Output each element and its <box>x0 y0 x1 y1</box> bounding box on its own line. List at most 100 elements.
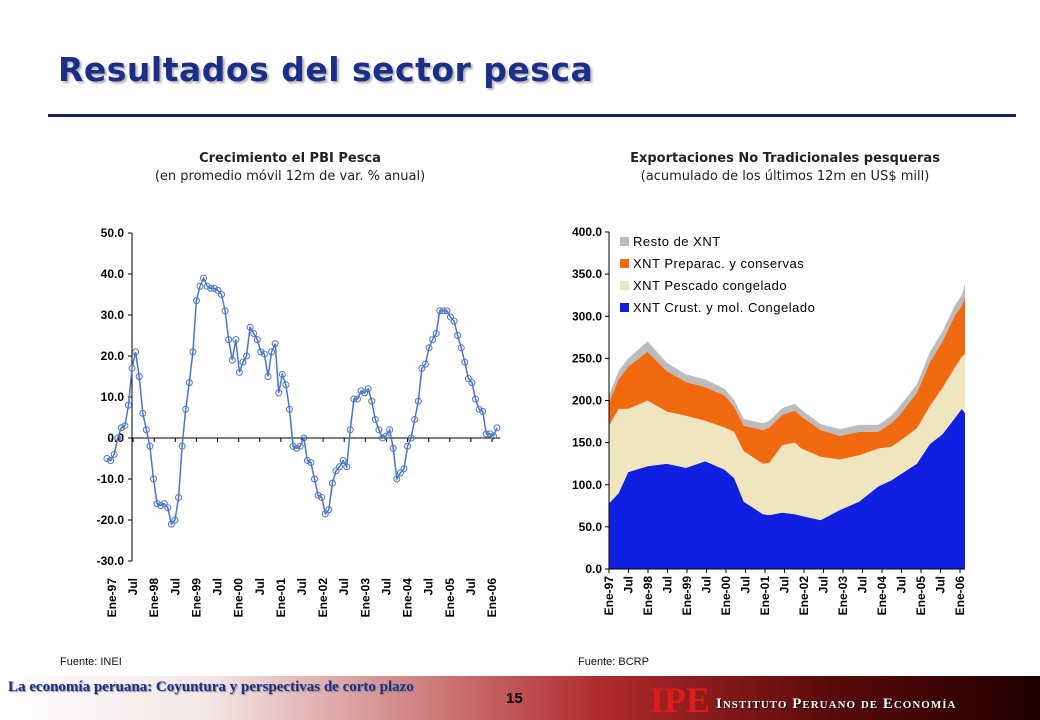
xnt-x-tick-label: Jul <box>817 576 831 593</box>
pbi-data-point <box>439 307 447 315</box>
pbi-data-point <box>475 405 483 413</box>
pbi-data-point <box>371 416 379 424</box>
pbi-data-point <box>164 504 172 512</box>
pbi-data-point <box>282 381 290 389</box>
xnt-x-tick-label: Jul <box>934 576 948 593</box>
pbi-y-tick-label: 40.0 <box>101 267 125 281</box>
pbi-y-tick-label: -20.0 <box>97 513 125 527</box>
pbi-x-tick-label: Jul <box>295 578 309 595</box>
ipe-logo: IPE <box>650 680 711 720</box>
pbi-data-point <box>250 329 258 337</box>
pbi-data-point <box>217 291 225 298</box>
xnt-x-tick-label: Ene-06 <box>953 576 967 616</box>
xnt-legend-swatch <box>620 281 629 290</box>
pbi-data-point <box>336 463 344 471</box>
pbi-data-point <box>296 442 304 450</box>
pbi-data-point <box>314 491 322 499</box>
pbi-x-tick-label: Ene-97 <box>105 578 119 618</box>
pbi-data-point <box>203 282 211 290</box>
pbi-data-point <box>461 358 469 366</box>
pbi-data-point <box>192 297 200 305</box>
pbi-data-point <box>182 405 190 413</box>
xnt-x-tick-label: Ene-05 <box>914 576 928 616</box>
pbi-x-tick-label: Ene-02 <box>316 578 330 618</box>
pbi-data-point <box>321 510 329 518</box>
xnt-y-tick-label: 150.0 <box>572 436 602 450</box>
pbi-data-point <box>328 479 336 487</box>
pbi-x-tick-label: Ene-06 <box>485 578 499 618</box>
pbi-data-point <box>421 360 429 368</box>
pbi-data-point <box>124 401 132 409</box>
xnt-legend-label: XNT Pescado congelado <box>633 278 787 293</box>
pbi-data-point <box>493 424 501 432</box>
pbi-data-point <box>157 502 165 510</box>
pbi-data-point <box>379 434 387 442</box>
pbi-x-tick-label: Jul <box>379 578 393 595</box>
pbi-data-point <box>432 329 440 337</box>
pbi-y-tick-label: 50.0 <box>101 226 125 240</box>
xnt-legend-label: Resto de XNT <box>633 234 721 249</box>
pbi-data-point <box>150 475 158 483</box>
pbi-data-point <box>300 434 308 442</box>
pbi-data-point <box>117 424 125 432</box>
xnt-y-tick-label: 0.0 <box>585 562 602 576</box>
pbi-data-point <box>128 364 136 372</box>
pbi-data-point <box>443 307 451 315</box>
pbi-data-point <box>167 520 175 528</box>
pbi-data-point <box>303 457 311 465</box>
xnt-y-tick-label: 300.0 <box>572 309 602 323</box>
pbi-data-point <box>393 475 401 483</box>
pbi-data-point <box>343 463 351 471</box>
pbi-data-point <box>450 317 458 325</box>
pbi-chart-subtitle: (en promedio móvil 12m de var. % anual) <box>154 169 426 184</box>
pbi-data-point <box>472 395 480 403</box>
pbi-data-point <box>271 340 279 348</box>
pbi-data-point <box>486 430 494 438</box>
pbi-data-point <box>253 336 261 344</box>
pbi-data-point <box>268 348 276 356</box>
pbi-y-tick-label: -30.0 <box>97 554 125 568</box>
pbi-data-point <box>178 442 186 450</box>
pbi-data-point <box>278 370 286 378</box>
xnt-x-tick-label: Jul <box>622 576 636 593</box>
pbi-data-point <box>411 416 419 424</box>
pbi-data-point <box>364 385 372 393</box>
pbi-data-point <box>285 405 293 413</box>
xnt-x-tick-label: Jul <box>739 576 753 593</box>
pbi-data-point <box>457 344 465 352</box>
pbi-data-point <box>350 395 358 403</box>
pbi-source: Fuente: INEI <box>60 656 122 668</box>
page-number: 15 <box>506 690 523 707</box>
slide-title: Resultados del sector pesca <box>58 50 594 89</box>
pbi-data-point <box>243 352 251 360</box>
pbi-data-point <box>353 395 361 403</box>
pbi-data-point <box>146 442 154 450</box>
pbi-data-point <box>200 274 208 282</box>
pbi-data-point <box>357 387 365 395</box>
pbi-data-point <box>339 457 347 465</box>
pbi-data-point <box>214 286 222 294</box>
pbi-data-point <box>464 375 472 383</box>
pbi-data-point <box>235 368 243 376</box>
xnt-y-tick-label: 200.0 <box>572 394 602 408</box>
pbi-data-point <box>414 397 422 405</box>
pbi-data-point <box>185 379 193 387</box>
pbi-data-point <box>142 426 150 434</box>
pbi-data-point <box>425 344 433 352</box>
xnt-y-tick-label: 400.0 <box>572 225 602 239</box>
footer-band <box>0 676 1040 720</box>
pbi-data-point <box>396 469 404 477</box>
pbi-data-point <box>175 493 183 501</box>
pbi-data-point <box>110 450 118 458</box>
pbi-data-point <box>386 426 394 434</box>
pbi-data-point <box>482 430 490 438</box>
pbi-chart-heading: Crecimiento el PBI Pesca (en promedio mó… <box>90 150 490 186</box>
pbi-y-tick-label: 0.0 <box>107 431 124 445</box>
pbi-x-tick-label: Jul <box>253 578 267 595</box>
pbi-y-tick-label: -10.0 <box>97 472 125 486</box>
pbi-data-point <box>375 426 383 434</box>
pbi-data-point <box>332 467 340 475</box>
pbi-x-tick-label: Jul <box>464 578 478 595</box>
pbi-data-point <box>160 500 168 508</box>
